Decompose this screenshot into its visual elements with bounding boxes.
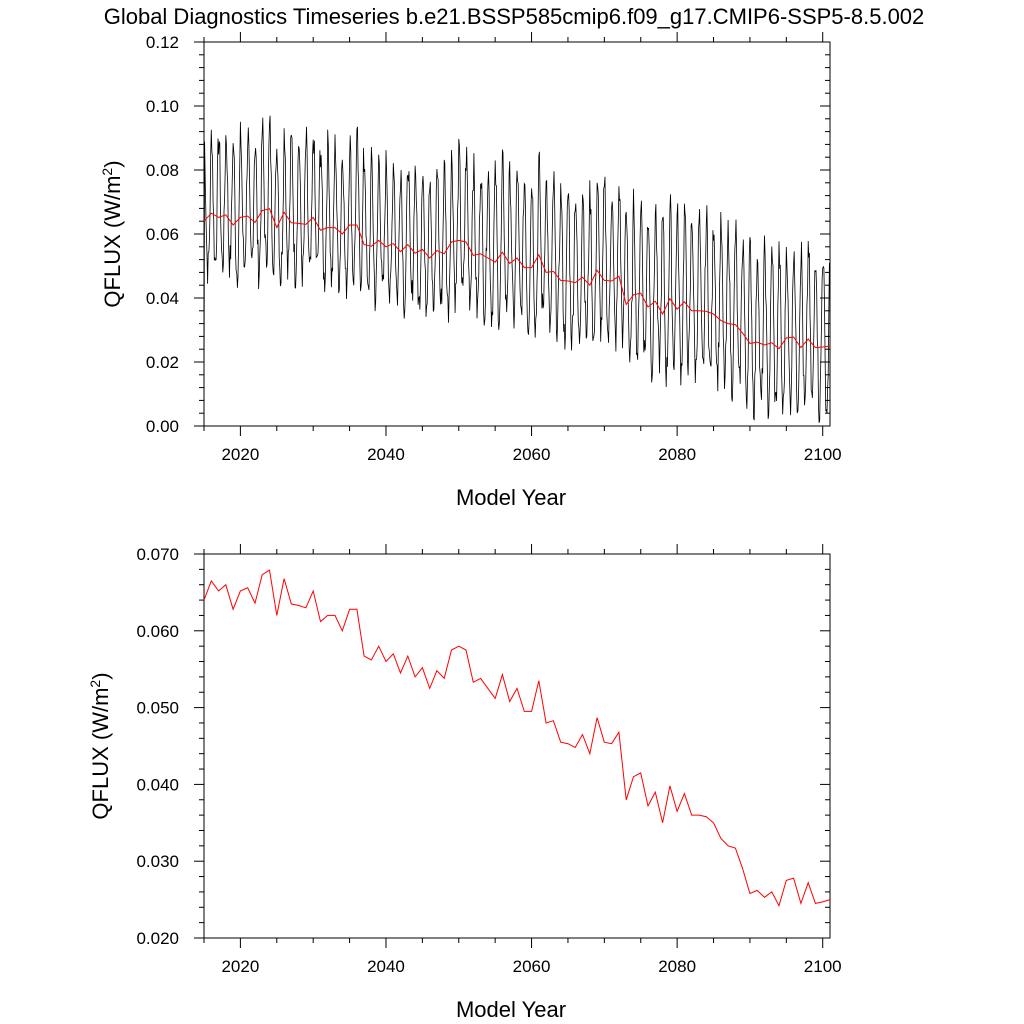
top-panel-x-axis-label: Model Year: [456, 485, 566, 510]
x-tick-label: 2040: [367, 445, 405, 464]
y-tick-label: 0.12: [146, 33, 179, 52]
chart-title: Global Diagnostics Timeseries b.e21.BSSP…: [104, 4, 925, 29]
x-tick-label: 2020: [221, 957, 259, 976]
x-tick-label: 2040: [367, 957, 405, 976]
top-panel-y-axis-label: QFLUX (W/m2): [99, 160, 125, 307]
x-tick-label: 2060: [513, 957, 551, 976]
plot-frame: [203, 553, 831, 939]
annual-mean-series-line: [203, 208, 831, 350]
top-panel-monthly-and-annual: Model Year QFLUX (W/m2) 2020 2040 2060 2080…: [99, 32, 842, 510]
bottom-panel-y-axis-label: QFLUX (W/m2): [87, 672, 113, 819]
y-tick-label: 0.10: [146, 97, 179, 116]
bottom-panel-x-axis-label: Model Year: [456, 997, 566, 1022]
monthly-series-line: [203, 115, 830, 423]
y-tick-label: 0.030: [136, 852, 179, 871]
x-tick-label: 2100: [804, 957, 842, 976]
x-tick-label: 2060: [513, 445, 551, 464]
y-tick-label: 0.060: [136, 622, 179, 641]
annual-mean-series-line: [203, 569, 831, 908]
x-tick-label: 2100: [804, 445, 842, 464]
y-tick-label: 0.06: [146, 225, 179, 244]
y-tick-label: 0.070: [136, 545, 179, 564]
y-tick-label: 0.08: [146, 161, 179, 180]
x-tick-label: 2080: [658, 445, 696, 464]
x-tick-label: 2080: [658, 957, 696, 976]
y-tick-label: 0.020: [136, 929, 179, 948]
y-tick-label: 0.040: [136, 775, 179, 794]
x-tick-label: 2020: [221, 445, 259, 464]
bottom-panel-annual-mean: Model Year QFLUX (W/m2) 2020 2040 2060 2080…: [87, 544, 842, 1022]
y-tick-label: 0.02: [146, 353, 179, 372]
y-tick-label: 0.050: [136, 699, 179, 718]
y-tick-label: 0.00: [146, 417, 179, 436]
y-tick-label: 0.04: [146, 289, 179, 308]
